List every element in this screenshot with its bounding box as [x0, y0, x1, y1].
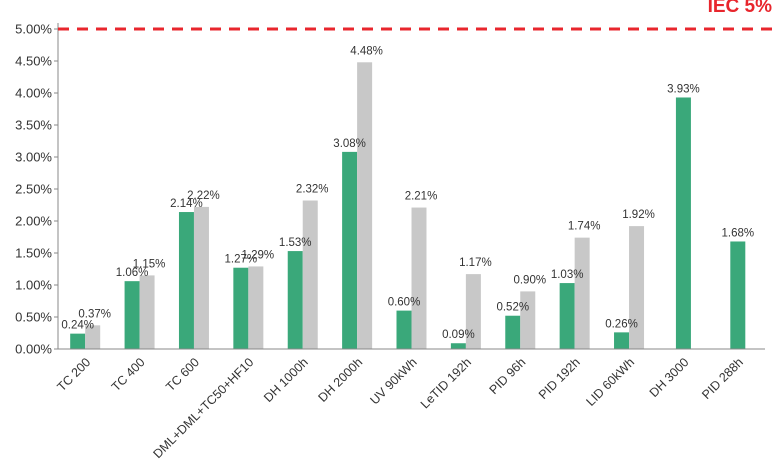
data-label-series-1: 1.53% [279, 237, 312, 249]
bar-series-1 [396, 310, 412, 349]
data-label-series-1: 0.52% [496, 302, 529, 314]
y-tick-label: 2.00% [15, 214, 52, 229]
data-label-series-2: 0.37% [78, 308, 111, 320]
y-axis: 0.00% 0.50% 1.00% 1.50% 2.00% 2.50% 3.00% 3.50%… [15, 22, 59, 357]
data-label-series-2: 2.32% [296, 184, 329, 196]
reference-line-group: IEC 5% [58, 0, 778, 31]
bar-series-1 [505, 315, 521, 349]
y-tick-label: 1.00% [15, 278, 52, 293]
bar-series-1 [70, 333, 86, 349]
bar-series-1 [614, 332, 630, 349]
x-tick-label: DH 1000h [261, 355, 311, 405]
data-label-series-2: 1.15% [133, 258, 166, 270]
data-label-series-2: 0.90% [513, 274, 546, 286]
x-tick-label: DH 2000h [316, 355, 366, 405]
y-tick-label: 1.50% [15, 246, 52, 261]
y-tick-label: 2.50% [15, 182, 52, 197]
bar-series-1 [342, 151, 358, 349]
bar-series-1 [124, 281, 140, 349]
y-tick-label: 5.00% [15, 22, 52, 37]
bar-series-2 [574, 237, 590, 349]
bar-series-2 [520, 291, 536, 349]
x-tick-label: DH 3000 [647, 355, 692, 400]
y-tick-label: 4.50% [15, 54, 52, 69]
bar-series-1 [287, 251, 303, 349]
data-label-series-1: 0.26% [605, 318, 638, 330]
data-label-series-1: 1.27% [225, 254, 258, 266]
data-label-series-1: 3.08% [333, 138, 366, 150]
bar-series-1 [233, 267, 249, 349]
y-tick-label: 4.00% [15, 86, 52, 101]
x-tick-label: LID 60kWh [584, 355, 638, 409]
data-label-series-1: 0.09% [442, 329, 475, 341]
bar-series-2 [629, 226, 645, 349]
bar-series-1 [450, 343, 466, 349]
data-label-series-1: 1.68% [722, 227, 755, 239]
bar-series-2 [302, 200, 318, 349]
x-tick-label: LeTID 192h [418, 355, 474, 411]
data-label-series-1: 1.03% [551, 269, 584, 281]
bar-series-2 [357, 62, 373, 349]
bars [70, 62, 746, 349]
x-tick-label: PID 96h [487, 355, 529, 397]
x-tick-label: PID 288h [699, 355, 746, 402]
y-tick-label: 3.50% [15, 118, 52, 133]
x-tick-label: PID 192h [536, 355, 583, 402]
data-label-series-2: 1.17% [459, 257, 492, 269]
x-tick-label: TC 400 [109, 355, 148, 394]
bar-series-2 [411, 207, 427, 349]
bar-series-1 [178, 212, 194, 349]
data-label-series-2: 1.92% [622, 209, 655, 221]
data-labels: 0.24%0.37% 1.06%1.15% 2.14%2.22% 1.27%1.29%… [61, 45, 754, 341]
bar-series-2 [193, 206, 209, 349]
data-label-series-1: 3.93% [667, 83, 700, 95]
y-tick-label: 0.00% [15, 342, 52, 357]
x-tick-label: TC 200 [54, 355, 93, 394]
data-label-series-2: 4.48% [350, 45, 383, 57]
bar-series-1 [730, 241, 746, 349]
data-label-series-1: 2.14% [170, 198, 203, 210]
data-label-series-2: 1.74% [568, 221, 601, 233]
bar-series-2 [248, 266, 264, 349]
y-tick-label: 3.00% [15, 150, 52, 165]
data-label-series-2: 2.22% [187, 190, 220, 202]
bar-series-1 [675, 97, 691, 349]
data-label-series-1: 1.06% [116, 267, 149, 279]
bar-series-2 [139, 275, 155, 349]
y-tick-label: 0.50% [15, 310, 52, 325]
reference-line-label: IEC 5% [708, 0, 773, 17]
bar-series-2 [465, 274, 481, 349]
data-label-series-1: 0.60% [388, 297, 421, 309]
x-tick-label: TC 600 [163, 355, 202, 394]
bar-series-2 [85, 325, 101, 349]
data-label-series-2: 2.21% [405, 191, 438, 203]
data-label-series-1: 0.24% [61, 320, 94, 332]
data-label-series-2: 1.29% [242, 249, 275, 261]
x-tick-label: UV 90kWh [367, 355, 419, 407]
x-tick-label: DML+DML+TC50+HF10 [151, 355, 257, 461]
bar-series-1 [559, 283, 575, 349]
